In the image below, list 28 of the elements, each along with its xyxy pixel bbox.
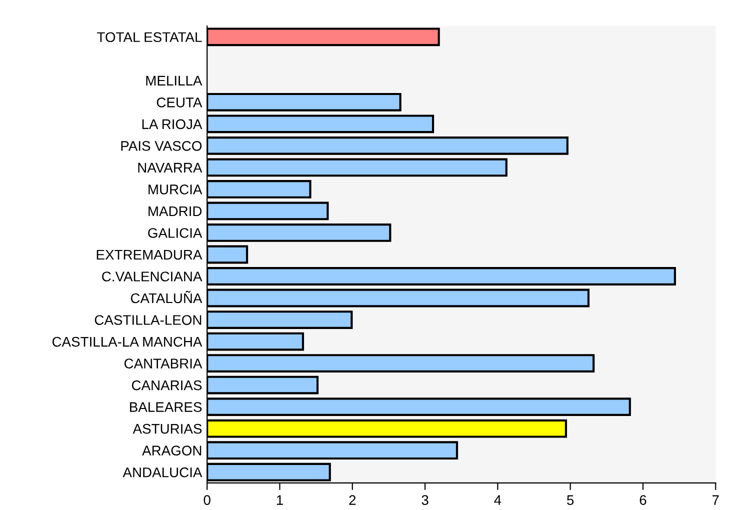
y-tick-label: CASTILLA-LA MANCHA — [52, 336, 202, 347]
x-tick-label: 3 — [422, 495, 428, 505]
x-tick-label: 5 — [567, 495, 574, 505]
y-tick-label: ASTURIAS — [132, 424, 202, 434]
y-tick-label: CANARIAS — [132, 380, 202, 390]
y-tick-label: PAIS VASCO — [121, 141, 202, 151]
x-tick-label: 0 — [204, 495, 210, 505]
y-tick-label: CATALUÑA — [130, 290, 202, 304]
x-tick-label: 2 — [349, 495, 356, 505]
y-tick-label: MADRID — [148, 206, 202, 216]
y-tick-label: C.VALENCIANA — [102, 272, 202, 282]
y-tick-label: MURCIA — [148, 184, 202, 194]
y-tick-label: MELILLA — [146, 76, 202, 86]
y-tick-label: EXTREMADURA — [96, 250, 202, 260]
y-tick-label: CASTILLA-LEON — [94, 315, 202, 325]
x-tick-label: 1 — [276, 495, 283, 505]
y-tick-label: LA RIOJA — [142, 119, 202, 130]
y-tick-label: CEUTA — [156, 98, 202, 108]
x-tick-label: 6 — [640, 495, 646, 505]
x-tick-label: 7 — [712, 495, 719, 505]
y-tick-label: BALEARES — [130, 402, 202, 412]
y-tick-label: TOTAL ESTATAL — [97, 32, 202, 42]
y-tick-label: ANDALUCIA — [122, 467, 202, 478]
y-tick-label: NAVARRA — [138, 162, 202, 172]
x-tick-label: 4 — [494, 495, 502, 505]
y-tick-label: GALICIA — [148, 228, 202, 238]
y-tick-label: CANTABRIA — [124, 358, 202, 368]
y-tick-label: ARAGON — [142, 446, 202, 456]
